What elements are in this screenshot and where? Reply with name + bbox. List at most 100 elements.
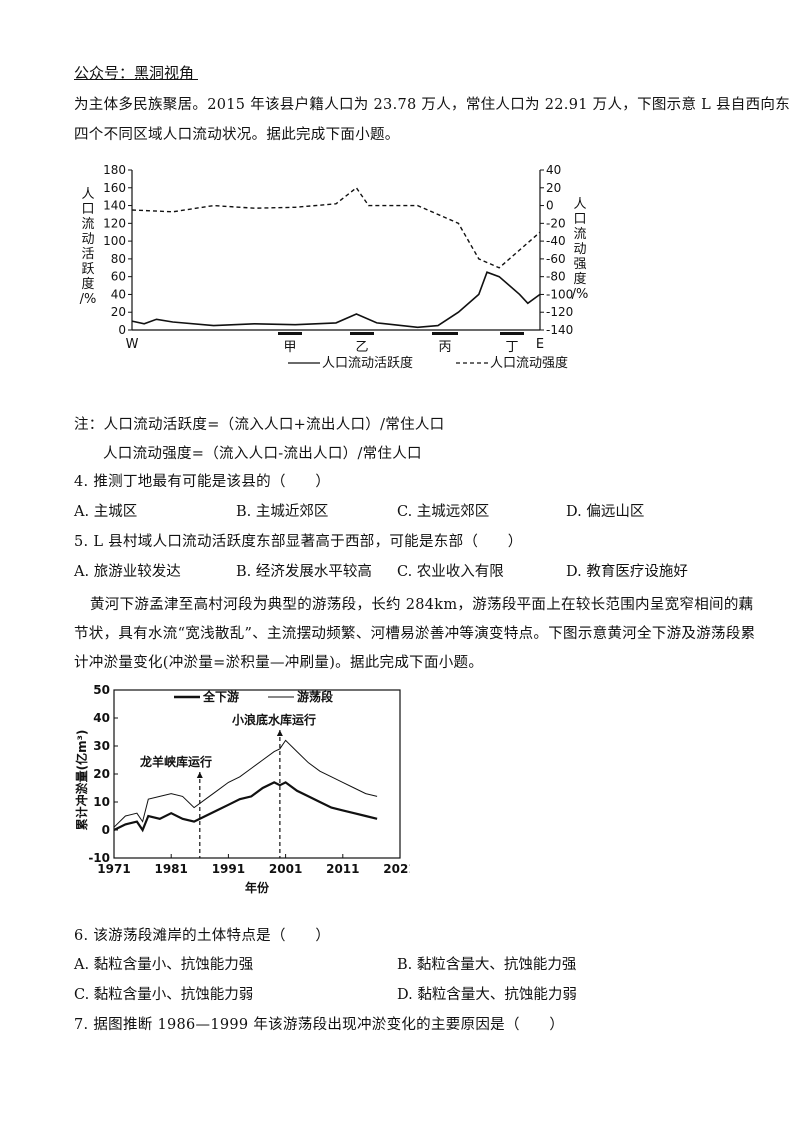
- q6-option-a[interactable]: A. 黏粒含量小、抗蚀能力强: [74, 957, 254, 973]
- q7-stem: 7. 据图推断 1986—1999 年该游荡段出现冲淤变化的主要原因是（ ）: [74, 1017, 565, 1033]
- left-axis-label-char: 动: [81, 232, 94, 247]
- region-bar-jia: [278, 332, 302, 335]
- q6-option-c[interactable]: C. 黏粒含量小、抗蚀能力弱: [74, 987, 254, 1003]
- left-axis-label-char: 流: [81, 217, 94, 232]
- left-tick-label: 100: [103, 234, 126, 248]
- y-tick-label: 20: [93, 767, 110, 781]
- left-axis-label-char: 度: [81, 276, 94, 292]
- q5-option-a[interactable]: A. 旅游业较发达: [74, 564, 181, 580]
- y-tick-label: 30: [93, 739, 110, 753]
- q6-stem: 6. 该游荡段滩岸的土体特点是（ ）: [74, 928, 331, 944]
- q5-option-d[interactable]: D. 教育医疗设施好: [566, 564, 688, 580]
- watermark-text: 公众号：黑洞视角: [74, 64, 195, 82]
- left-axis-ticks: 180 160 140 120 100 80 60 40 20 0: [103, 163, 132, 337]
- left-tick-label: 80: [111, 252, 126, 266]
- left-tick-label: 40: [111, 287, 126, 301]
- left-tick-label: 160: [103, 181, 126, 195]
- left-axis-label: 人 口 流 动 活 跃 度 /%: [80, 187, 97, 307]
- region-bar-bing: [432, 332, 458, 335]
- right-axis-label-char: 强: [573, 257, 586, 272]
- right-tick-label: -100: [546, 287, 573, 301]
- right-tick-label: -60: [546, 252, 566, 266]
- q4-option-c[interactable]: C. 主城远郊区: [397, 504, 490, 520]
- x-tick-label: 2001: [269, 862, 302, 876]
- right-tick-label: -40: [546, 234, 566, 248]
- x-tick-label: 1971: [97, 862, 130, 876]
- q4-option-b[interactable]: B. 主城近郊区: [236, 504, 329, 520]
- left-tick-label: 0: [118, 323, 126, 337]
- q4-option-d[interactable]: D. 偏远山区: [566, 504, 645, 520]
- y-axis-label: 累计冲淤量(亿m³): [74, 730, 89, 831]
- x-start-label: W: [126, 337, 139, 352]
- right-axis-label: 人 口 流 动 强 度 /%: [572, 197, 589, 302]
- x-axis-label: 年份: [245, 880, 270, 895]
- left-axis-label-char: 活: [81, 247, 94, 262]
- activity-line: [131, 271, 541, 329]
- q5-option-c[interactable]: C. 农业收入有限: [397, 564, 504, 580]
- right-tick-label: -20: [546, 216, 566, 230]
- y-tick-label: 40: [93, 711, 110, 725]
- annotation-longyangxia: 龙羊峡库运行: [140, 754, 212, 769]
- population-flow-chart: 人 口 流 动 活 跃 度 /% 人 口 流 动 强 度 /% 180 160 14…: [80, 163, 589, 371]
- left-axis-label-char: 口: [81, 202, 94, 217]
- right-tick-label: 40: [546, 163, 561, 177]
- right-axis-label-char: 流: [573, 227, 586, 242]
- wander-series-line: [113, 739, 378, 828]
- y-tick-label: 0: [102, 823, 110, 837]
- y-tick-label: -10: [88, 851, 110, 865]
- intro-line-1: 为主体多民族聚居。2015 年该县户籍人口为 23.78 万人，常住人口为 22…: [74, 97, 791, 113]
- y-tick-label: 50: [93, 683, 110, 697]
- annotation-xiaolangdi: 小浪底水库运行: [232, 712, 316, 727]
- right-axis-label-char: 人: [573, 197, 586, 212]
- q6-option-b[interactable]: B. 黏粒含量大、抗蚀能力强: [397, 957, 577, 973]
- left-axis-label-char: /%: [80, 292, 97, 307]
- y-axis-ticks: 50 40 30 20 10 0 -10: [88, 683, 118, 865]
- x-tick-label: 2021: [383, 862, 410, 876]
- legend-dashed-label: 人口流动强度: [490, 355, 568, 371]
- q4-option-a[interactable]: A. 主城区: [74, 504, 138, 520]
- q6-option-d[interactable]: D. 黏粒含量大、抗蚀能力弱: [397, 987, 577, 1003]
- left-tick-label: 180: [103, 163, 126, 177]
- legend-wander-label: 游荡段: [297, 689, 334, 704]
- legend-full-label: 全下游: [202, 689, 239, 704]
- region-label-yi: 乙: [355, 340, 368, 355]
- intro-line-2: 四个不同区域人口流动状况。据此完成下面小题。: [74, 127, 400, 143]
- full-series-line: [113, 781, 378, 833]
- right-tick-label: 20: [546, 181, 561, 195]
- note-1: 注：人口流动活跃度=（流入人口+流出人口）/常住人口: [74, 417, 445, 433]
- q4-stem: 4. 推测丁地最有可能是该县的（ ）: [74, 474, 331, 490]
- left-axis-label-char: 跃: [81, 262, 94, 277]
- x-tick-label: 1981: [154, 862, 187, 876]
- sediment-chart: 累计冲淤量(亿m³) 50 40 30 20 10 0 -10 1971 1981 1991 20…: [74, 683, 410, 895]
- right-tick-label: -120: [546, 305, 573, 319]
- region-label-jia: 甲: [283, 340, 296, 355]
- region-label-ding: 丁: [505, 340, 518, 355]
- passage2-line-1: 黄河下游孟津至高村河段为典型的游荡段，长约 284km，游荡段平面上在较长范围内…: [90, 597, 754, 613]
- right-tick-label: -140: [546, 323, 573, 337]
- right-axis-label-char: /%: [572, 287, 589, 302]
- legend-solid-label: 人口流动活跃度: [322, 355, 413, 371]
- q5-option-b[interactable]: B. 经济发展水平较高: [236, 564, 372, 580]
- annotation-arrow-xiaolangdi: [276, 730, 283, 736]
- right-axis-label-char: 口: [573, 212, 586, 227]
- left-tick-label: 60: [111, 270, 126, 284]
- x-tick-label: 1991: [212, 862, 245, 876]
- left-tick-label: 120: [103, 216, 126, 230]
- x-end-label: E: [536, 337, 544, 352]
- intensity-line: [131, 186, 541, 269]
- annotation-arrow-longyangxia: [196, 772, 203, 778]
- left-tick-label: 140: [103, 199, 126, 213]
- region-bar-ding: [500, 332, 524, 335]
- right-axis-label-char: 度: [573, 271, 586, 287]
- right-tick-label: 0: [546, 199, 554, 213]
- right-axis-label-char: 动: [573, 242, 586, 257]
- x-tick-label: 2011: [326, 862, 359, 876]
- q5-stem: 5. L 县村域人口流动活跃度东部显著高于西部，可能是东部（ ）: [74, 534, 523, 550]
- left-axis-label-char: 人: [81, 187, 94, 202]
- passage2-line-2: 节状，具有水流“宽浅散乱”、主流摆动频繁、河槽易淤善冲等演变特点。下图示意黄河全…: [74, 626, 756, 642]
- right-axis-ticks: 40 20 0 -20 -40 -60 -80 -100 -120 -140: [540, 163, 573, 337]
- region-label-bing: 丙: [438, 340, 451, 355]
- watermark-underline: [74, 79, 198, 80]
- x-axis-ticks: 1971 1981 1991 2001 2011 2021: [97, 854, 410, 876]
- right-tick-label: -80: [546, 270, 566, 284]
